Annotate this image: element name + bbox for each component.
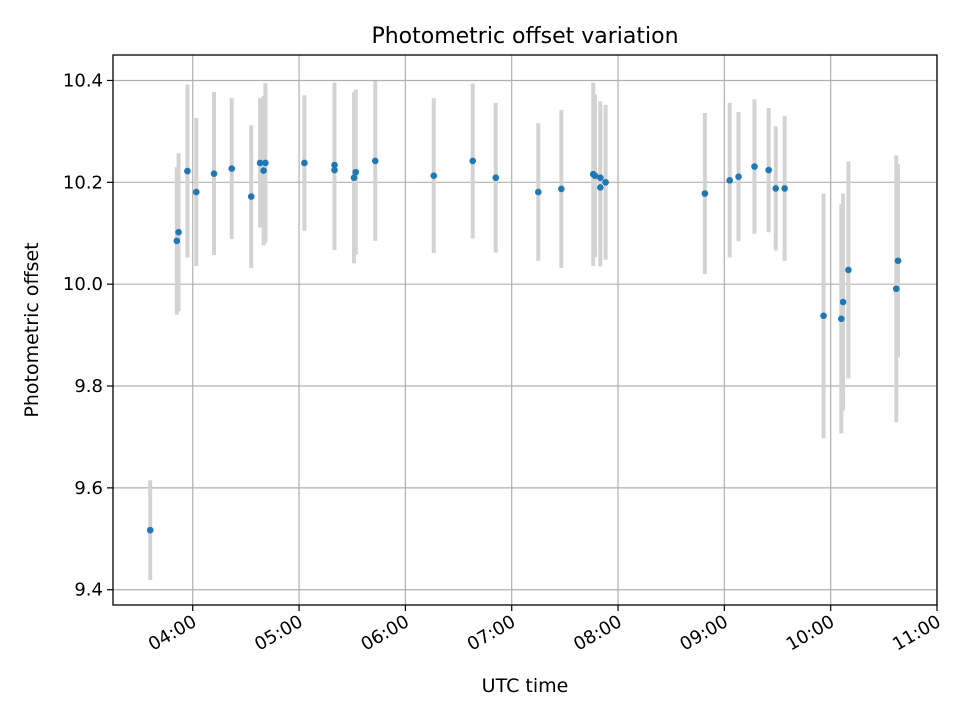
data-point	[469, 157, 477, 165]
data-point	[558, 185, 565, 193]
x-axis-label: UTC time	[482, 675, 569, 697]
y-tick-label: 10.0	[63, 274, 103, 295]
x-tick-label: 09:00	[676, 611, 731, 655]
data-point	[210, 170, 218, 177]
data-point	[301, 159, 308, 167]
data-point	[765, 166, 772, 174]
y-tick-label: 10.2	[63, 172, 103, 193]
data-point	[430, 172, 438, 179]
data-point	[371, 157, 379, 165]
data-point	[894, 257, 902, 265]
x-tick-label: 06:00	[357, 611, 412, 655]
data-point	[597, 174, 604, 182]
data-point	[839, 298, 847, 306]
data-point	[146, 526, 154, 534]
data-point	[247, 193, 255, 200]
data-point	[350, 174, 358, 182]
errorbar-layer	[148, 80, 901, 581]
data-point	[597, 184, 604, 191]
data-point	[331, 161, 338, 169]
plot-frame	[112, 54, 938, 606]
y-tick-label: 9.8	[74, 376, 103, 397]
data-point	[772, 185, 780, 192]
x-tick-label: 05:00	[251, 611, 306, 655]
data-point	[175, 228, 182, 236]
grid-layer	[113, 55, 938, 605]
data-point	[751, 163, 758, 170]
data-point	[845, 266, 852, 274]
data-point	[192, 188, 200, 196]
data-point	[735, 173, 742, 181]
x-tick-label: 04:00	[145, 611, 200, 655]
data-point	[262, 159, 269, 167]
data-point	[820, 312, 827, 320]
y-tick-label: 9.6	[74, 478, 103, 499]
data-point	[534, 188, 542, 196]
data-point	[228, 165, 236, 172]
data-point	[260, 167, 267, 174]
data-point	[173, 237, 181, 245]
chart-title: Photometric offset variation	[371, 24, 678, 49]
data-point	[492, 174, 500, 182]
data-point	[256, 159, 264, 167]
data-point	[726, 176, 733, 184]
x-tick-label: 10:00	[783, 611, 838, 655]
data-point	[331, 166, 338, 174]
data-point	[838, 315, 845, 323]
data-point	[352, 168, 360, 176]
data-point	[591, 172, 599, 179]
data-point	[184, 167, 191, 175]
data-point	[602, 179, 609, 186]
x-tick-label: 11:00	[889, 611, 944, 655]
data-point	[701, 190, 709, 197]
point-layer	[146, 157, 902, 534]
data-point	[781, 185, 788, 192]
y-tick-label: 9.4	[74, 580, 103, 601]
x-tick-label: 08:00	[570, 611, 625, 655]
data-point	[892, 285, 900, 293]
y-tick-label: 10.4	[63, 70, 103, 91]
y-axis-label: Photometric offset	[21, 242, 43, 417]
x-tick-label: 07:00	[464, 611, 519, 655]
